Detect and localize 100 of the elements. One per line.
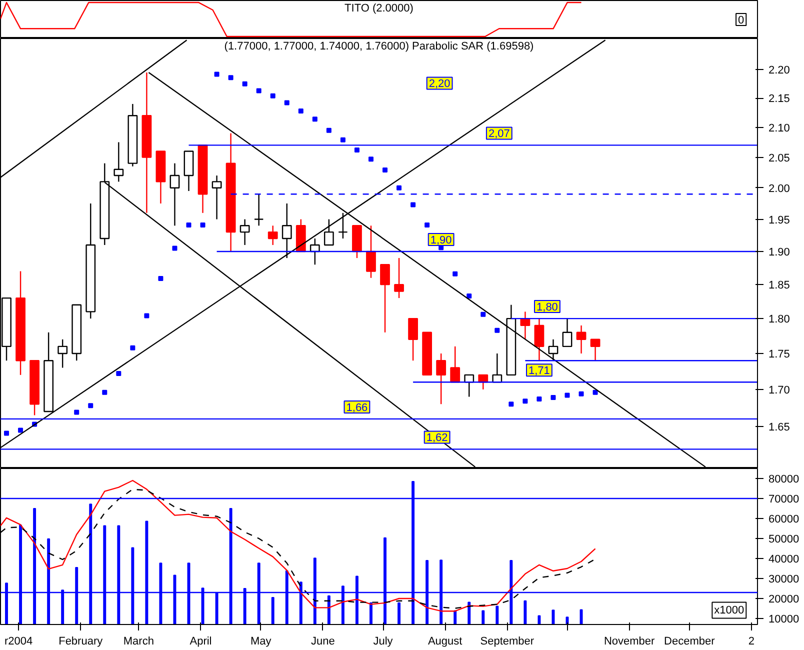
candlestick <box>338 212 348 240</box>
point <box>312 116 318 122</box>
candlestick <box>170 162 180 226</box>
point <box>508 402 514 407</box>
point <box>466 294 472 299</box>
point <box>354 148 360 153</box>
y-tick-label: 30000 <box>768 574 800 586</box>
candlestick <box>380 264 390 333</box>
point <box>326 128 332 133</box>
candlestick <box>436 352 446 405</box>
y-tick-label: 1.85 <box>768 280 790 292</box>
point <box>228 75 234 80</box>
point <box>172 246 178 251</box>
point <box>368 156 374 162</box>
x-tick-label: June <box>311 636 335 648</box>
y-tick-label: 2.15 <box>768 93 790 106</box>
point <box>382 168 388 173</box>
point <box>130 345 136 350</box>
x-tick-label: April <box>190 636 212 648</box>
point <box>256 88 262 94</box>
candlestick <box>212 174 222 220</box>
point <box>340 137 346 142</box>
candlestick <box>394 257 404 299</box>
point <box>410 202 416 208</box>
y-tick-label: 40000 <box>768 554 800 566</box>
y-tick-label: 2.00 <box>768 182 790 195</box>
annotation: x1000 <box>714 604 744 616</box>
point <box>270 93 276 98</box>
x-tick-label: September <box>480 636 534 648</box>
candlestick <box>114 142 124 182</box>
point <box>480 312 486 317</box>
point <box>284 100 290 106</box>
candlestick <box>254 193 264 226</box>
point <box>396 185 402 190</box>
candlestick <box>366 225 376 278</box>
x-tick-label: November <box>604 636 656 648</box>
point <box>494 328 500 333</box>
annotation: 2,07 <box>488 128 510 140</box>
point <box>186 222 192 228</box>
candlestick <box>562 318 572 348</box>
point <box>452 271 458 276</box>
x-tick-label: August <box>428 636 462 648</box>
candlestick <box>576 324 586 354</box>
x-tick-label: December <box>664 636 716 648</box>
y-tick-label: 20000 <box>768 594 800 606</box>
y-tick-label: 80000 <box>768 474 800 486</box>
x-tick-label: February <box>58 636 104 648</box>
y-tick-label: 60000 <box>768 514 800 526</box>
candlestick <box>534 318 544 362</box>
x-tick-label: July <box>373 636 394 648</box>
point <box>214 72 220 77</box>
chart-title: TITO (2.0000) <box>344 2 414 14</box>
x-tick-label: March <box>123 636 154 648</box>
annotation: 1,62 <box>426 432 448 444</box>
point <box>592 390 598 395</box>
candlestick <box>240 218 250 246</box>
point <box>4 430 10 436</box>
point <box>102 390 108 395</box>
point <box>144 313 150 318</box>
candlestick <box>268 225 278 246</box>
point <box>550 394 556 400</box>
point <box>424 222 430 228</box>
x-tick-label: 2 <box>748 636 755 648</box>
annotation: 1,66 <box>346 402 368 414</box>
annotation: 1,80 <box>536 302 558 314</box>
annotation: 1,90 <box>430 234 452 246</box>
y-tick-label: 1.65 <box>768 421 790 434</box>
point <box>116 370 122 376</box>
candlestick <box>282 202 292 259</box>
point <box>74 410 80 415</box>
y-tick-label: 10000 <box>768 614 800 626</box>
annotation: 1,71 <box>528 365 550 378</box>
y-tick-label: 2.10 <box>768 122 790 134</box>
candlestick <box>408 318 418 362</box>
point <box>536 396 542 402</box>
point <box>200 222 206 228</box>
candlestick <box>590 338 600 362</box>
y-tick-label: 70000 <box>768 494 800 506</box>
annotation: 0 <box>738 14 744 26</box>
point <box>242 81 248 86</box>
point <box>88 403 94 408</box>
chart-title: (1.77000, 1.77000, 1.74000, 1.76000) Parabolic SAR (1.69598) <box>224 40 534 52</box>
y-tick-label: 1.95 <box>768 214 790 226</box>
point <box>564 392 570 398</box>
candlestick <box>450 346 460 383</box>
y-tick-label: 2.05 <box>768 152 790 164</box>
y-tick-label: 1.80 <box>768 314 790 326</box>
point <box>522 398 528 404</box>
candlestick <box>58 338 68 368</box>
x-tick-label: r2004 <box>4 636 33 648</box>
y-tick-label: 1.75 <box>768 348 790 360</box>
point <box>18 428 24 433</box>
candlestick <box>548 338 558 362</box>
point <box>298 108 304 114</box>
candlestick <box>324 218 334 246</box>
x-tick-label: May <box>250 636 272 648</box>
point <box>158 276 164 282</box>
y-tick-label: 1.90 <box>768 246 790 258</box>
y-tick-label: 50000 <box>768 534 800 546</box>
y-tick-label: 2.20 <box>768 64 790 77</box>
